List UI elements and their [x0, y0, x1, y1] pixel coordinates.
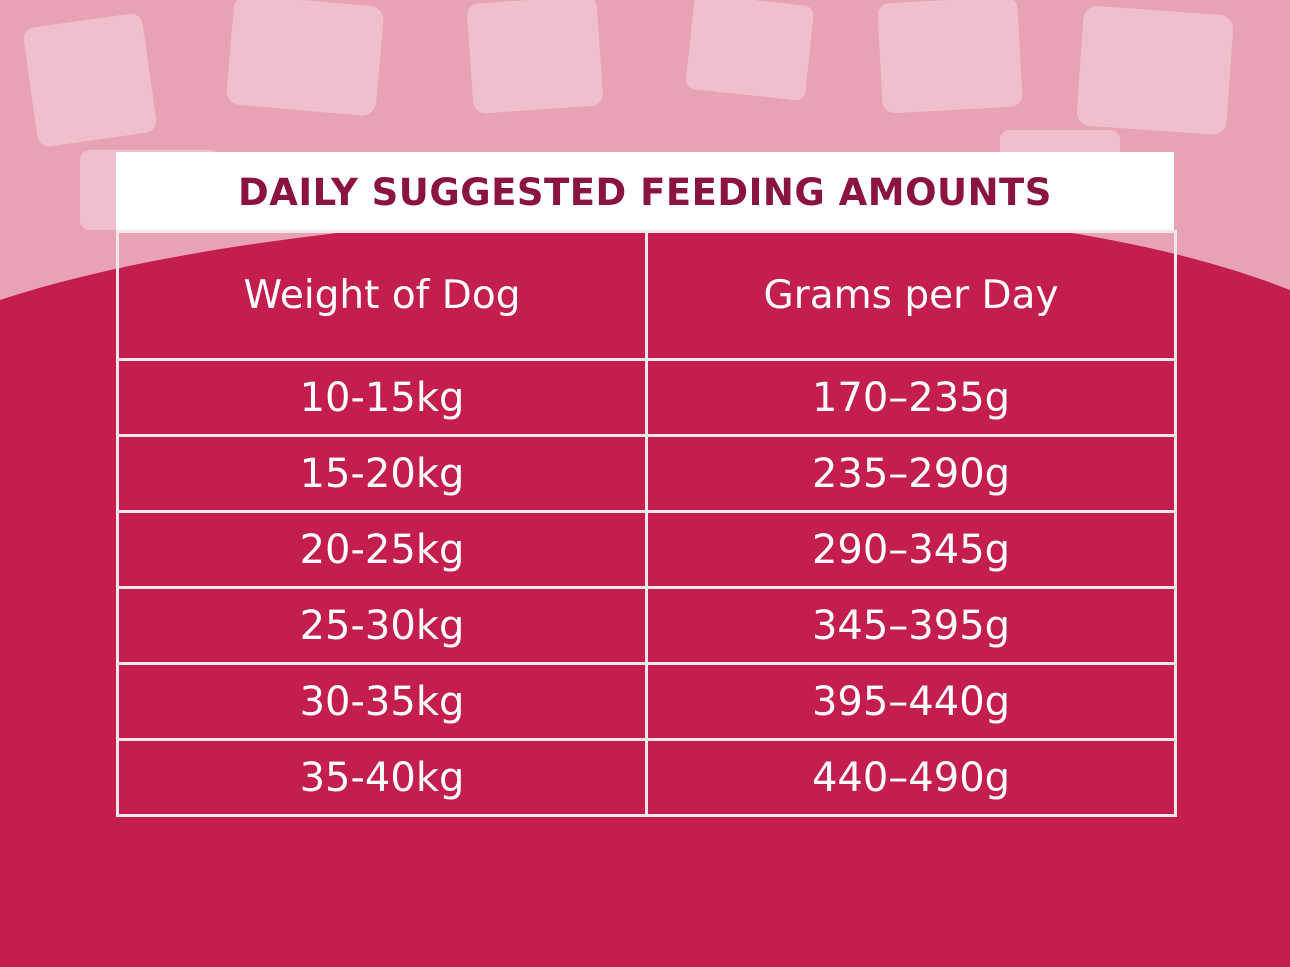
grams-cell: 395–440g [645, 662, 1177, 741]
table-title-bar: DAILY SUGGESTED FEEDING AMOUNTS [116, 152, 1174, 230]
weight-cell: 35-40kg [116, 738, 648, 817]
table-row: 30-35kg 395–440g [116, 662, 1177, 741]
grams-cell: 235–290g [645, 434, 1177, 513]
feeding-table: Weight of Dog Grams per Day 10-15kg 170–… [116, 230, 1177, 817]
grams-cell: 440–490g [645, 738, 1177, 817]
table-title: DAILY SUGGESTED FEEDING AMOUNTS [238, 170, 1052, 214]
table-row: 35-40kg 440–490g [116, 738, 1177, 817]
grams-cell: 345–395g [645, 586, 1177, 665]
grams-cell: 290–345g [645, 510, 1177, 589]
weight-cell: 15-20kg [116, 434, 648, 513]
feeding-table-panel: DAILY SUGGESTED FEEDING AMOUNTS Weight o… [116, 152, 1177, 817]
table-header-row: Weight of Dog Grams per Day [116, 230, 1177, 361]
weight-cell: 25-30kg [116, 586, 648, 665]
weight-cell: 20-25kg [116, 510, 648, 589]
table-row: 20-25kg 290–345g [116, 510, 1177, 589]
table-row: 25-30kg 345–395g [116, 586, 1177, 665]
weight-cell: 10-15kg [116, 358, 648, 437]
weight-cell: 30-35kg [116, 662, 648, 741]
grams-cell: 170–235g [645, 358, 1177, 437]
header-grams: Grams per Day [645, 230, 1177, 361]
header-weight: Weight of Dog [116, 230, 648, 361]
table-row: 10-15kg 170–235g [116, 358, 1177, 437]
table-row: 15-20kg 235–290g [116, 434, 1177, 513]
